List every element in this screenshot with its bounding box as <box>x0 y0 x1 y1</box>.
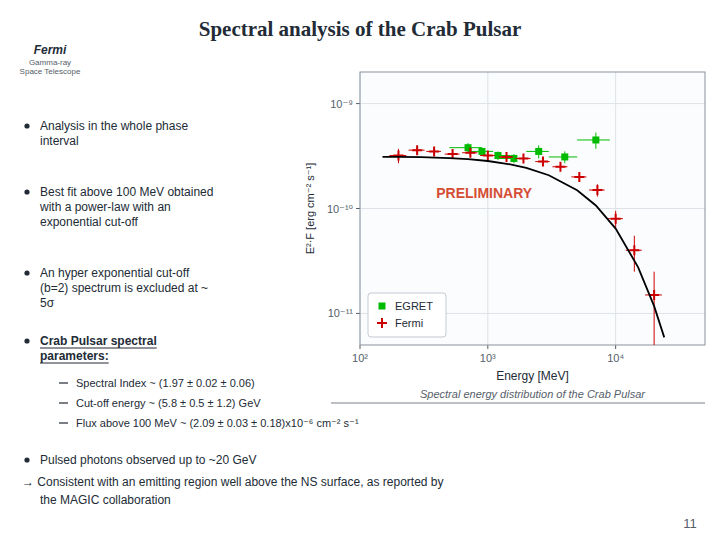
legend-box <box>368 293 446 337</box>
chart: Spectral analysis of the Crab Pulsar10²1… <box>0 0 720 540</box>
point <box>429 146 439 156</box>
legend-marker <box>377 318 387 328</box>
x-tick-label: 10³ <box>480 352 496 364</box>
y-axis-label: E²·F [erg cm⁻² s⁻¹] <box>304 163 316 255</box>
text-line: exponential cut-off <box>40 215 139 229</box>
x-tick-label: 10² <box>352 352 368 364</box>
text-line: 5σ <box>40 296 55 310</box>
caption-rule <box>331 403 705 404</box>
text-line: interval <box>40 134 79 148</box>
x-tick <box>360 345 361 349</box>
fit-line <box>383 157 665 337</box>
dash <box>59 382 68 383</box>
legend-marker <box>379 303 386 310</box>
point <box>592 185 602 195</box>
point <box>412 145 422 155</box>
x-tick-label: 10⁴ <box>607 352 624 364</box>
point <box>555 162 565 172</box>
annotation: Pulsed photons observed up to ~20 GeV <box>40 453 257 467</box>
watermark: PRELIMINARY <box>436 185 533 201</box>
text-line: parameters: <box>40 349 109 363</box>
annotation: Flux above 100 MeV ~ (2.09 ± 0.03 ± 0.18… <box>76 417 359 429</box>
x-tick <box>487 345 488 349</box>
annotation: Fermi <box>34 43 67 57</box>
bullet <box>24 270 29 275</box>
bullet <box>24 189 29 194</box>
text-line: Analysis in the whole phase <box>40 119 188 133</box>
x-axis-label: Energy [MeV] <box>496 369 569 383</box>
y-tick-label: 10⁻¹⁰ <box>327 203 354 215</box>
y-grid-line <box>360 208 705 209</box>
legend: EGRET Fermi <box>368 293 446 337</box>
annotation: Cut-off energy ~ (5.8 ± 0.5 ± 1.2) GeV <box>76 397 261 409</box>
annotation: Spectral Index ~ (1.97 ± 0.02 ± 0.06) <box>76 377 255 389</box>
annotation: Gamma-raySpace Telescope <box>20 58 81 76</box>
x-tick <box>615 345 616 349</box>
underline <box>40 348 157 349</box>
y-tick <box>356 208 360 209</box>
legend-label: Fermi <box>395 317 423 329</box>
axes: 10² 10³ 10⁴ 10⁻¹¹ 10⁻¹⁰ 10⁻⁹ <box>327 72 705 364</box>
point <box>535 148 542 155</box>
point <box>393 151 403 161</box>
y-tick-label: 10⁻¹¹ <box>328 307 354 319</box>
text-line: An hyper exponential cut-off <box>40 266 190 280</box>
dash <box>59 402 68 403</box>
point <box>502 152 512 162</box>
point <box>465 148 475 158</box>
bullet <box>24 457 29 462</box>
point <box>518 153 528 163</box>
annotation: Crab Pulsar spectralparameters: <box>40 334 157 363</box>
annotations: FermiGamma-raySpace TelescopeAnalysis in… <box>20 43 705 531</box>
y-grid-line <box>360 103 705 104</box>
plot-area <box>360 72 705 345</box>
annotation: Best fit above 100 MeV obtainedwith a po… <box>39 185 213 229</box>
text-line: Gamma-ray <box>29 58 71 67</box>
annotation: → Consistent with an emitting region wel… <box>22 475 444 489</box>
point <box>592 136 599 143</box>
text-line: Space Telescope <box>20 67 81 76</box>
caption: Spectral energy distribution of the Crab… <box>420 388 646 400</box>
y-tick <box>356 103 360 104</box>
annotation: An hyper exponential cut-off(b=2) spectr… <box>40 266 208 310</box>
point <box>538 157 548 167</box>
underline <box>40 363 109 364</box>
title: Spectral analysis of the Crab Pulsar <box>199 17 522 41</box>
bullet <box>24 338 29 343</box>
text-line: Crab Pulsar spectral <box>40 334 157 348</box>
point <box>611 214 621 224</box>
point <box>478 148 485 155</box>
plot-frame <box>360 72 705 345</box>
text-line: Best fit above 100 MeV obtained <box>40 185 213 199</box>
point <box>561 153 568 160</box>
series-egret <box>449 133 609 164</box>
point <box>483 151 493 161</box>
annotation: the MAGIC collaboration <box>40 493 171 507</box>
background <box>0 0 720 540</box>
annotation: 11 <box>683 516 697 531</box>
point <box>574 172 584 182</box>
bullet <box>24 123 29 128</box>
dash <box>59 422 68 423</box>
y-tick <box>356 313 360 314</box>
y-tick-label: 10⁻⁹ <box>330 98 353 110</box>
text-line: (b=2) spectrum is excluded at ~ <box>40 281 208 295</box>
legend-label: EGRET <box>395 300 433 312</box>
text-line: with a power-law with an <box>39 200 171 214</box>
annotation: Analysis in the whole phaseinterval <box>40 119 188 148</box>
